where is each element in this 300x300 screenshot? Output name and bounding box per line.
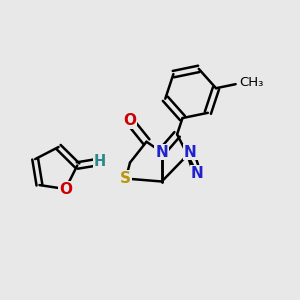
Text: O: O: [59, 182, 72, 196]
Text: S: S: [120, 171, 131, 186]
Text: O: O: [123, 113, 136, 128]
Text: N: N: [191, 166, 203, 181]
Text: N: N: [184, 145, 197, 160]
Text: N: N: [155, 145, 168, 160]
Text: H: H: [94, 154, 106, 169]
Text: CH₃: CH₃: [239, 76, 263, 89]
